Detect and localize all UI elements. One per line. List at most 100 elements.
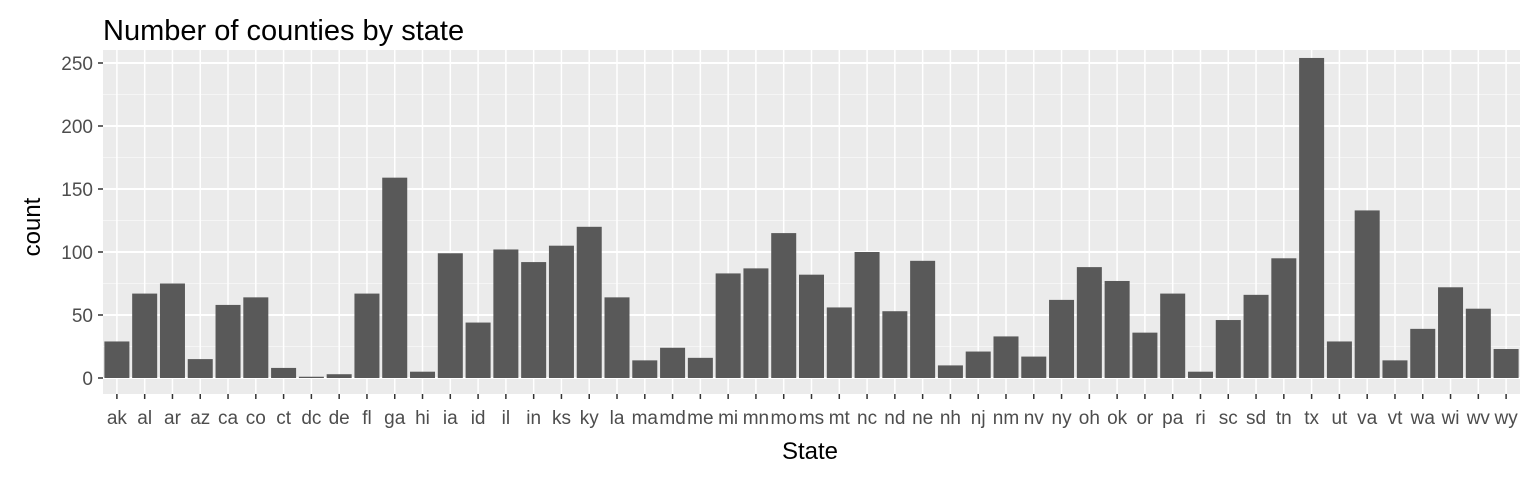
x-tick-label: de [329,408,350,429]
x-tick-label: ks [552,408,571,429]
bar-nj [965,351,991,378]
x-tick-label: ky [580,408,600,429]
bar-il [493,249,519,378]
bar-wi [1438,287,1464,378]
bar-mi [715,273,741,378]
bar-wy [1493,349,1519,378]
bar-nv [1021,356,1047,378]
bar-mo [771,233,797,378]
bar-ma [632,360,658,378]
x-tick-label: sd [1246,408,1266,429]
bar-nh [937,365,963,378]
bar-nd [882,311,908,378]
x-tick-label: hi [415,408,430,429]
x-tick-label: fl [362,408,372,429]
bar-nc [854,252,880,378]
bar-in [521,262,547,378]
bar-sc [1215,320,1241,378]
x-tick-label: ar [164,408,182,429]
bar-ms [798,274,825,378]
bar-mt [826,307,852,378]
bar-ri [1187,371,1213,378]
bar-fl [354,293,380,378]
x-tick-label: ak [107,408,128,429]
bar-va [1354,210,1380,378]
x-tick-label: ut [1331,408,1348,429]
x-tick-label: nv [1024,408,1045,429]
y-tick-label: 0 [82,369,93,390]
bar-ct [271,367,297,378]
bar-wa [1410,328,1436,378]
x-tick-label: nh [940,408,961,429]
bar-hi [410,371,436,378]
x-tick-label: me [687,408,713,429]
x-tick-label: la [610,408,625,429]
x-tick-label: mo [771,408,797,429]
x-tick-label: tx [1304,408,1319,429]
x-tick-label: co [246,408,266,429]
x-axis: ak al ar az ca co ct dc de fl ga hi ia id il in ks ky la ma… [107,394,1518,429]
bar-de [326,374,352,378]
bar-ak [104,341,130,378]
bar-ar [159,283,185,378]
bar-vt [1382,360,1408,378]
x-tick-label: sc [1219,408,1238,429]
x-tick-label: wi [1441,408,1460,429]
x-tick-label: ms [799,408,824,429]
bar-pa [1160,293,1186,378]
chart-title: Number of counties by state [103,15,464,47]
x-tick-label: ne [912,408,933,429]
bar-tn [1271,258,1297,378]
bar-ks [548,245,574,378]
bar-ne [910,260,936,378]
x-tick-label: ny [1052,408,1073,429]
x-tick-label: wa [1410,408,1436,429]
x-tick-label: nc [857,408,877,429]
y-tick-label: 100 [61,243,93,264]
bar-or [1132,332,1158,378]
bar-mn [743,268,769,378]
x-tick-label: oh [1079,408,1100,429]
x-tick-label: pa [1162,408,1184,429]
bar-wv [1465,308,1491,378]
x-tick-label: az [190,408,210,429]
bar-ok [1104,280,1130,378]
x-tick-label: al [137,408,152,429]
x-tick-label: mn [743,408,769,429]
bar-ca [215,304,241,378]
x-tick-label: ok [1107,408,1128,429]
bar-sd [1243,294,1269,378]
x-tick-label: dc [301,408,321,429]
bar-nm [993,336,1019,378]
bar-al [132,293,158,378]
x-tick-label: nj [971,408,986,429]
bar-me [687,357,713,378]
x-tick-label: il [502,408,510,429]
x-tick-label: wv [1466,408,1491,429]
x-tick-label: or [1136,408,1154,429]
x-tick-label: wy [1493,408,1518,429]
x-tick-label: ct [276,408,292,429]
bar-az [187,359,213,378]
x-tick-label: in [526,408,541,429]
x-tick-label: ga [384,408,406,429]
x-tick-label: mi [718,408,738,429]
x-tick-label: va [1357,408,1378,429]
y-axis: 0 50 100 150 200 250 [61,54,103,390]
y-tick-label: 250 [61,54,93,75]
bar-tx [1299,57,1325,379]
x-tick-label: nm [993,408,1019,429]
bar-id [465,322,491,378]
bar-co [243,297,269,378]
x-tick-label: tn [1276,408,1292,429]
x-tick-label: ri [1195,408,1206,429]
bar-ky [576,226,602,378]
x-tick-label: mt [829,408,851,429]
bar-md [660,347,686,378]
x-tick-label: md [659,408,685,429]
bar-ut [1326,341,1352,378]
x-tick-label: vt [1388,408,1404,429]
bar-ga [382,177,408,378]
x-axis-title: State [782,438,838,465]
